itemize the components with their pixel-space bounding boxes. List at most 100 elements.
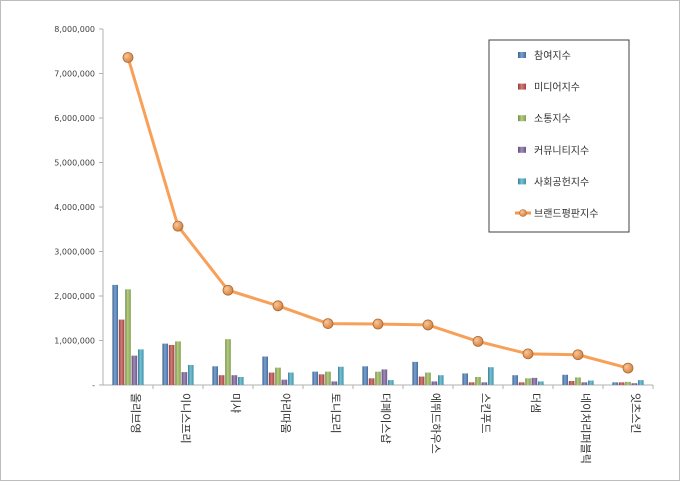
bar: [275, 367, 281, 385]
line-marker: [522, 348, 534, 360]
bar: [362, 366, 368, 385]
line-marker: [222, 284, 234, 296]
legend-swatch: [518, 52, 526, 58]
bar: [125, 289, 131, 385]
bar: [418, 376, 425, 385]
bar: [562, 374, 568, 385]
bar: [375, 371, 381, 385]
bar: [618, 382, 625, 385]
bar: [612, 382, 618, 385]
category-label: 스킨푸드: [479, 393, 492, 433]
legend-box: [488, 39, 630, 233]
bar: [538, 381, 544, 385]
bar: [281, 379, 288, 385]
bar: [312, 371, 318, 385]
bar: [468, 382, 475, 385]
category-label: 올리브영: [129, 393, 142, 433]
bar: [531, 377, 538, 385]
bar: [268, 372, 275, 385]
legend-label: 커뮤니티지수: [534, 145, 589, 157]
bar: [475, 376, 481, 385]
category-label: 네이처리퍼블릭: [579, 393, 592, 464]
bar: [181, 372, 188, 385]
bar: [438, 375, 444, 385]
line-marker: [422, 319, 434, 331]
bar: [325, 371, 331, 385]
bar: [112, 284, 118, 385]
category-label: 이니스프리: [179, 393, 192, 444]
axes: 8,000,000 7,000,000 6,000,000 5,000,000 4,00…: [54, 25, 654, 390]
legend-label: 브랜드평판지수: [534, 208, 598, 220]
bar: [625, 381, 631, 385]
bar: [262, 356, 268, 385]
bar: [512, 375, 518, 385]
line-marker: [572, 349, 584, 361]
category-label: 더페이스샵: [379, 393, 392, 444]
line-marker: [372, 318, 384, 330]
bar: [162, 343, 168, 385]
legend-label: 소통지수: [534, 113, 571, 125]
legend-label: 미디어지수: [534, 82, 580, 94]
bar: [238, 376, 244, 385]
bar: [575, 377, 581, 385]
category-label: 더샘: [529, 393, 542, 413]
bar-group: [112, 284, 644, 385]
bar: [525, 378, 531, 385]
y-tick-label: 2,000,000: [54, 292, 95, 301]
category-label: 에뛰드하우스: [429, 393, 443, 454]
bar: [212, 366, 218, 385]
bar: [488, 367, 494, 385]
bar: [388, 380, 394, 385]
bar: [568, 380, 575, 385]
legend-swatch: [518, 178, 526, 185]
bar: [231, 375, 238, 385]
bar: [331, 381, 338, 385]
legend-swatch: [518, 83, 526, 90]
category-labels: 올리브영 이니스프리 미샤 아리따움 토니모리 더페이스샵 에뛰드하우스 스킨푸드 더샘 네이처리…: [129, 393, 642, 464]
line-marker: [622, 362, 634, 374]
line-marker: [172, 220, 184, 232]
bar: [218, 375, 225, 385]
category-label: 미샤: [229, 393, 242, 413]
category-label: 토니모리: [329, 393, 342, 433]
bar: [588, 380, 594, 385]
bar: [338, 366, 344, 385]
bar: [412, 361, 418, 385]
bar: [168, 344, 175, 385]
bar: [631, 383, 638, 385]
line-series: [122, 52, 634, 374]
legend-swatch: [518, 115, 526, 122]
category-label: 아리따움: [279, 393, 292, 433]
line-marker: [272, 300, 284, 312]
bar: [381, 369, 388, 385]
y-tick-label: 5,000,000: [54, 159, 95, 168]
y-tick-label: 4,000,000: [54, 203, 95, 212]
bar: [368, 378, 375, 385]
legend-label: 사회공헌지수: [534, 176, 589, 188]
bar: [225, 339, 231, 385]
category-label: 잇츠스킨: [629, 393, 642, 433]
y-tick-label: -: [92, 381, 95, 390]
y-tick-label: 7,000,000: [54, 70, 95, 79]
bar: [462, 373, 468, 385]
bar: [518, 382, 525, 385]
bar: [425, 372, 431, 385]
bar: [175, 341, 181, 385]
bar: [431, 381, 438, 385]
y-tick-label: 6,000,000: [54, 114, 95, 123]
y-tick-label: 1,000,000: [54, 337, 95, 346]
legend-marker: [519, 209, 527, 217]
bar: [138, 349, 144, 385]
bar: [131, 355, 138, 385]
bar: [581, 382, 588, 385]
bar: [288, 372, 294, 385]
line-marker: [472, 335, 484, 347]
line-marker: [322, 318, 334, 329]
bar: [318, 374, 325, 385]
y-tick-label: 8,000,000: [54, 25, 95, 34]
bar: [118, 319, 125, 385]
bar: [188, 364, 194, 385]
bar: [638, 380, 644, 385]
